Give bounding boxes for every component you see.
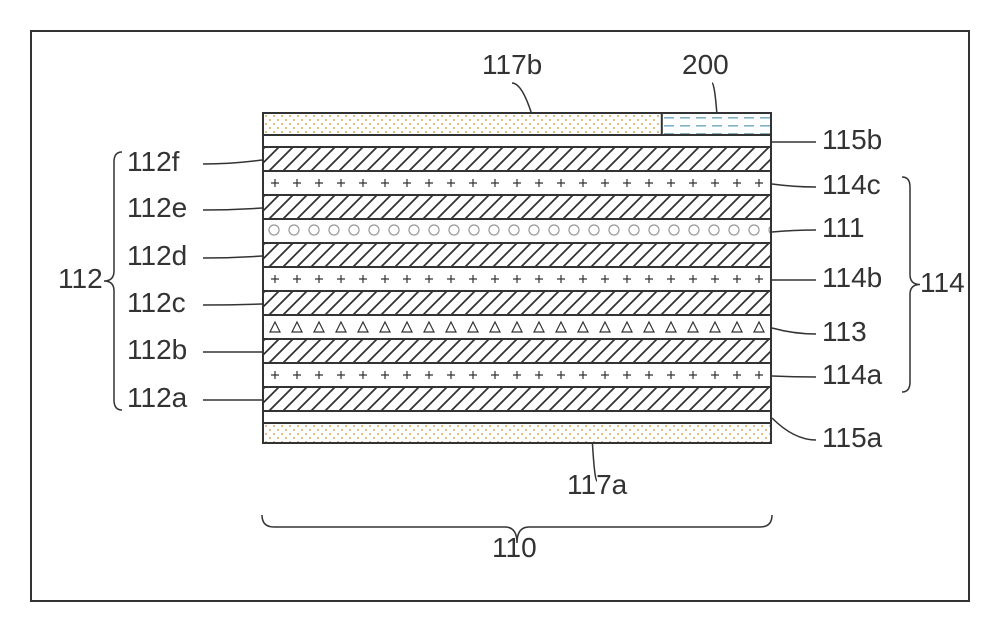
label-114b: 114b: [822, 262, 882, 294]
layer-114b: [262, 266, 772, 290]
label-111: 111: [822, 212, 865, 244]
brace-label-112: 112: [58, 263, 103, 295]
label-117b: 117b: [482, 49, 542, 81]
label-113: 113: [822, 316, 867, 348]
label-112c: 112c: [127, 287, 186, 319]
layer-117a: [262, 422, 772, 444]
label-112f: 112f: [127, 146, 179, 178]
label-112a: 112a: [127, 382, 187, 414]
layer-112a: [262, 386, 772, 410]
label-112e: 112e: [127, 192, 187, 224]
label-112d: 112d: [127, 240, 187, 272]
layer-114c: [262, 170, 772, 194]
figure-frame: 117b 200 112f 112e 112d 112c 112b 112a 115b 114c 1…: [30, 30, 970, 602]
layer-top-split: [262, 112, 772, 134]
layer-115b: [262, 134, 772, 146]
layer-115a: [262, 410, 772, 422]
label-115b: 115b: [822, 124, 882, 156]
layer-112f: [262, 146, 772, 170]
layer-111: [262, 218, 772, 242]
label-112b: 112b: [127, 334, 187, 366]
layer-114a: [262, 362, 772, 386]
figure-viewport: 117b 200 112f 112e 112d 112c 112b 112a 115b 114c 1…: [32, 32, 968, 600]
label-115a: 115a: [822, 422, 882, 454]
label-110: 110: [492, 532, 537, 564]
label-114a: 114a: [822, 359, 882, 391]
layer-112d: [262, 242, 772, 266]
label-117a: 117a: [567, 469, 627, 501]
label-200: 200: [682, 49, 729, 81]
layer-113: [262, 314, 772, 338]
layer-112e: [262, 194, 772, 218]
layer-112b: [262, 338, 772, 362]
label-114c: 114c: [822, 169, 881, 201]
layer-112c: [262, 290, 772, 314]
layer-stack: [262, 112, 772, 444]
brace-label-114: 114: [920, 267, 965, 299]
